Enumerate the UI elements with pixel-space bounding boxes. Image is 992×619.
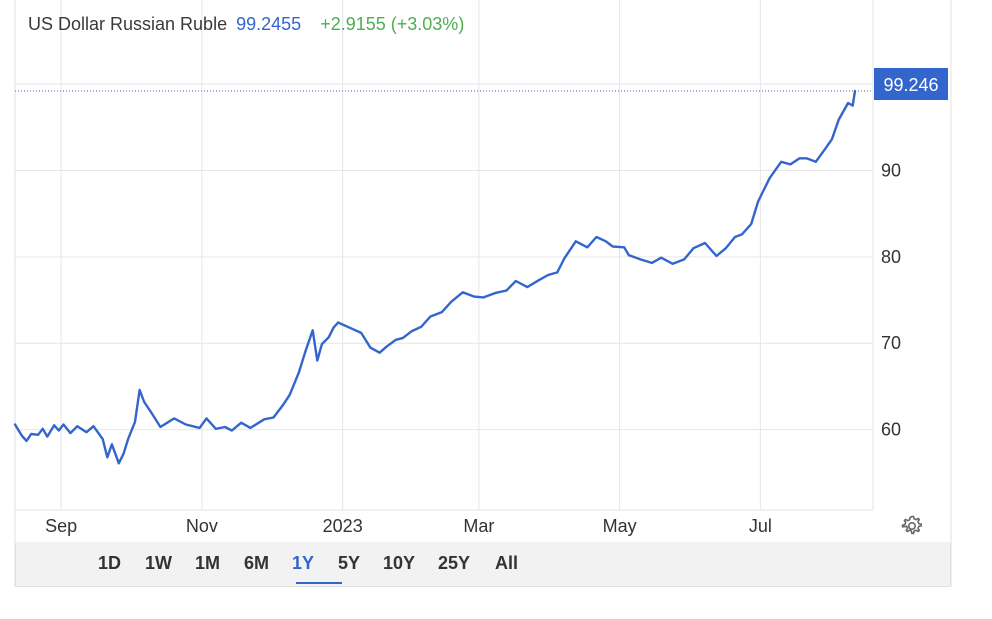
range-button-1w[interactable]: 1W [145,553,172,573]
range-button-6m[interactable]: 6M [244,553,270,573]
y-tick-label-80: 80 [881,247,901,267]
x-tick-label-Mar: Mar [463,516,494,536]
range-button-25y[interactable]: 25Y [438,553,471,573]
range-button-1d[interactable]: 1D [98,553,122,573]
price-tag-label: 99.246 [883,75,938,95]
range-button-1m[interactable]: 1M [195,553,221,573]
range-button-10y[interactable]: 10Y [383,553,416,573]
active-range-indicator [296,582,342,584]
time-range-selector: 1D 1W 1M 6M 1Y 5Y 10Y 25Y All [15,543,951,587]
price-tag: 99.246 [874,68,948,100]
y-tick-label-70: 70 [881,333,901,353]
chart-header: US Dollar Russian Ruble 99.2455 +2.9155 … [28,14,464,35]
y-tick-label-60: 60 [881,420,901,440]
gear-icon[interactable] [900,514,924,538]
x-tick-label-2023: 2023 [323,516,363,536]
range-button-all[interactable]: All [495,553,519,573]
y-axis-tick-labels: 60708090100 [881,74,911,440]
vertical-gridlines [60,0,761,510]
instrument-title: US Dollar Russian Ruble [28,14,228,34]
x-tick-label-May: May [603,516,637,536]
price-tag-background [874,68,948,100]
x-tick-label-Sep: Sep [45,516,77,536]
horizontal-gridlines [15,83,873,431]
y-tick-label-90: 90 [881,160,901,180]
x-axis-tick-labels: Sep Nov 2023 Mar May Jul [45,516,772,536]
range-button-5y[interactable]: 5Y [338,553,361,573]
series-line-usd-rub [13,89,857,465]
current-price: 99.2455 [236,14,302,34]
x-tick-label-Jul: Jul [749,516,772,536]
price-change: +2.9155 (+3.03%) [320,14,465,34]
range-button-1y[interactable]: 1Y [292,553,315,573]
x-tick-label-Nov: Nov [186,516,218,536]
